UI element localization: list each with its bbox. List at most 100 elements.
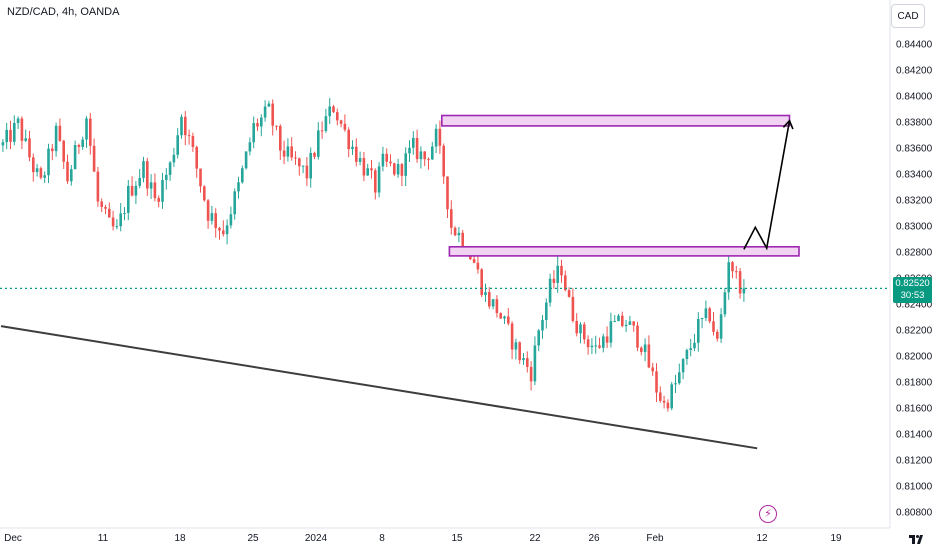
candle-body: [598, 345, 601, 348]
candle-body: [389, 161, 392, 164]
candle-body: [218, 227, 221, 231]
price-tick-label: 0.82800: [896, 248, 932, 259]
candle-body: [203, 186, 206, 201]
candle-body: [738, 271, 742, 294]
candle-body: [267, 103, 271, 107]
candle-body: [484, 292, 487, 296]
price-tick-label: 0.82000: [896, 352, 932, 363]
candle-body: [343, 123, 347, 130]
candle-body: [66, 161, 69, 182]
time-tick-label: 8: [379, 533, 385, 544]
candle-body: [731, 262, 734, 272]
candle-body: [290, 146, 293, 158]
last-price-badge: 0.82520 30:53: [893, 277, 932, 303]
candle-body: [119, 213, 122, 227]
price-tick-label: 0.82200: [896, 326, 932, 337]
candle-body: [374, 170, 377, 193]
candle-body: [339, 120, 343, 124]
candle-body: [309, 152, 312, 179]
candle-body: [165, 174, 168, 181]
candle-body: [180, 116, 183, 136]
candle-body: [241, 168, 244, 183]
candle-body: [157, 198, 160, 202]
annotations-layer: [0, 114, 890, 450]
candle-body: [529, 366, 533, 382]
time-tick-label: 11: [98, 533, 109, 544]
candle-body: [499, 313, 502, 319]
time-tick-label: Feb: [646, 533, 664, 544]
candle-body: [609, 321, 613, 343]
candle-body: [5, 129, 8, 143]
candle-body: [138, 177, 141, 186]
candle-body: [674, 383, 677, 385]
resistance-zone-upper[interactable]: [440, 114, 791, 127]
candle-body: [393, 163, 396, 175]
candle-body: [16, 118, 20, 123]
candle-body: [624, 324, 628, 327]
time-tick-label: 26: [588, 533, 600, 544]
candle-body: [39, 168, 43, 178]
candle-body: [510, 323, 514, 350]
candle-body: [495, 299, 499, 314]
resistance-zone-lower[interactable]: [448, 246, 800, 257]
candle-body: [146, 161, 149, 189]
candle-body: [377, 166, 381, 193]
currency-button[interactable]: CAD: [891, 4, 925, 28]
candle-body: [73, 145, 77, 170]
candle-body: [263, 106, 267, 118]
candle-body: [605, 336, 609, 343]
candle-body: [537, 330, 540, 346]
candle-body: [564, 275, 567, 291]
candle-body: [586, 339, 590, 348]
candle-body: [317, 130, 320, 157]
candle-body: [366, 168, 369, 176]
candle-body: [222, 230, 225, 235]
candle-body: [556, 265, 559, 283]
candles-layer: [1, 97, 746, 412]
candle-body: [104, 206, 107, 209]
candle-body: [328, 106, 331, 117]
candle-body: [271, 103, 274, 126]
time-tick-label: Dec: [4, 533, 22, 544]
candle-body: [590, 345, 594, 348]
candle-body: [301, 165, 305, 167]
candle-body: [332, 106, 335, 113]
candle-body: [427, 159, 430, 161]
candle-body: [442, 145, 445, 177]
candle-body: [214, 213, 217, 228]
lightning-icon[interactable]: ⚡: [759, 505, 777, 523]
candle-body: [548, 278, 552, 303]
candle-body: [32, 157, 35, 173]
time-tick-label: 25: [247, 533, 259, 544]
candle-body: [275, 125, 278, 127]
candle-body: [244, 151, 248, 169]
time-tick-label: 12: [756, 533, 768, 544]
time-tick-label: 15: [451, 533, 463, 544]
candle-body: [719, 314, 723, 339]
candle-body: [412, 137, 415, 148]
candle-body: [225, 225, 229, 235]
candle-body: [381, 153, 385, 167]
candle-body: [47, 148, 50, 176]
candle-body: [282, 150, 286, 157]
price-tick-label: 0.81000: [896, 482, 932, 493]
candle-body: [370, 168, 373, 171]
candle-body: [20, 118, 24, 141]
candle-body: [552, 278, 556, 283]
candle-body: [96, 171, 100, 202]
projection-path[interactable]: [743, 120, 791, 251]
time-axis: Dec 11 18 25 2024 8 15 22 26 Feb 12 19: [4, 533, 842, 544]
candle-body: [453, 227, 457, 236]
support-trendline[interactable]: [0, 325, 758, 450]
candle-body: [313, 152, 316, 157]
candle-body: [613, 321, 616, 323]
tradingview-logo-icon[interactable]: [909, 533, 923, 545]
price-tick-label: 0.84000: [896, 92, 932, 103]
candle-body: [43, 175, 46, 178]
time-tick-label: 19: [830, 533, 842, 544]
time-tick-label: 22: [529, 533, 541, 544]
candle-body: [632, 321, 635, 326]
candle-body: [476, 262, 480, 270]
